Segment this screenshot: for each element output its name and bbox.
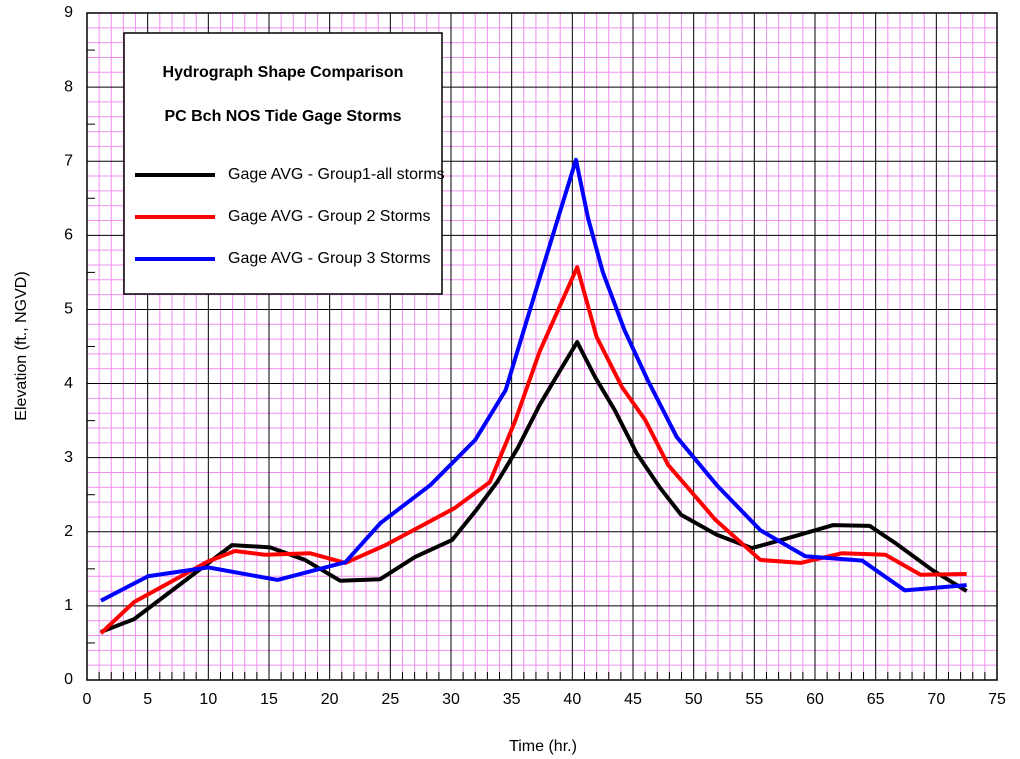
y-axis-label: Elevation (ft., NGVD) [13, 271, 30, 420]
x-tick-label: 60 [806, 691, 824, 708]
legend-label: Gage AVG - Group1-all storms [228, 166, 445, 183]
legend-label: Gage AVG - Group 2 Storms [228, 208, 430, 225]
y-tick-label: 6 [64, 227, 73, 244]
y-tick-label: 0 [64, 671, 73, 688]
x-tick-label: 50 [685, 691, 703, 708]
series-line [100, 157, 967, 603]
legend-box [123, 32, 443, 295]
y-tick-label: 9 [64, 4, 73, 21]
legend-label: Gage AVG - Group 3 Storms [228, 250, 430, 267]
chart-title: PC Bch NOS Tide Gage Storms [164, 108, 401, 125]
x-axis-label: Time (hr.) [509, 738, 577, 755]
y-tick-label: 8 [64, 78, 73, 95]
x-tick-label: 10 [199, 691, 217, 708]
x-tick-label: 40 [563, 691, 581, 708]
y-tick-label: 4 [64, 375, 73, 392]
series-line [99, 265, 967, 635]
lines [99, 157, 968, 635]
chart-title: Hydrograph Shape Comparison [163, 64, 404, 81]
y-tick-label: 7 [64, 152, 73, 169]
series-line [100, 340, 968, 634]
x-tick-label: 25 [381, 691, 399, 708]
y-tick-label: 2 [64, 523, 73, 540]
x-tick-label: 0 [83, 691, 92, 708]
x-tick-label: 55 [745, 691, 763, 708]
y-tick-label: 5 [64, 301, 73, 318]
x-tick-label: 65 [867, 691, 885, 708]
x-tick-label: 5 [143, 691, 152, 708]
y-tick-label: 3 [64, 449, 73, 466]
x-tick-label: 30 [442, 691, 460, 708]
x-tick-label: 70 [927, 691, 945, 708]
x-tick-label: 20 [321, 691, 339, 708]
y-tick-label: 1 [64, 597, 73, 614]
plot-frame [86, 12, 998, 681]
x-tick-label: 75 [988, 691, 1006, 708]
x-tick-label: 15 [260, 691, 278, 708]
x-tick-label: 45 [624, 691, 642, 708]
x-tick-label: 35 [503, 691, 521, 708]
